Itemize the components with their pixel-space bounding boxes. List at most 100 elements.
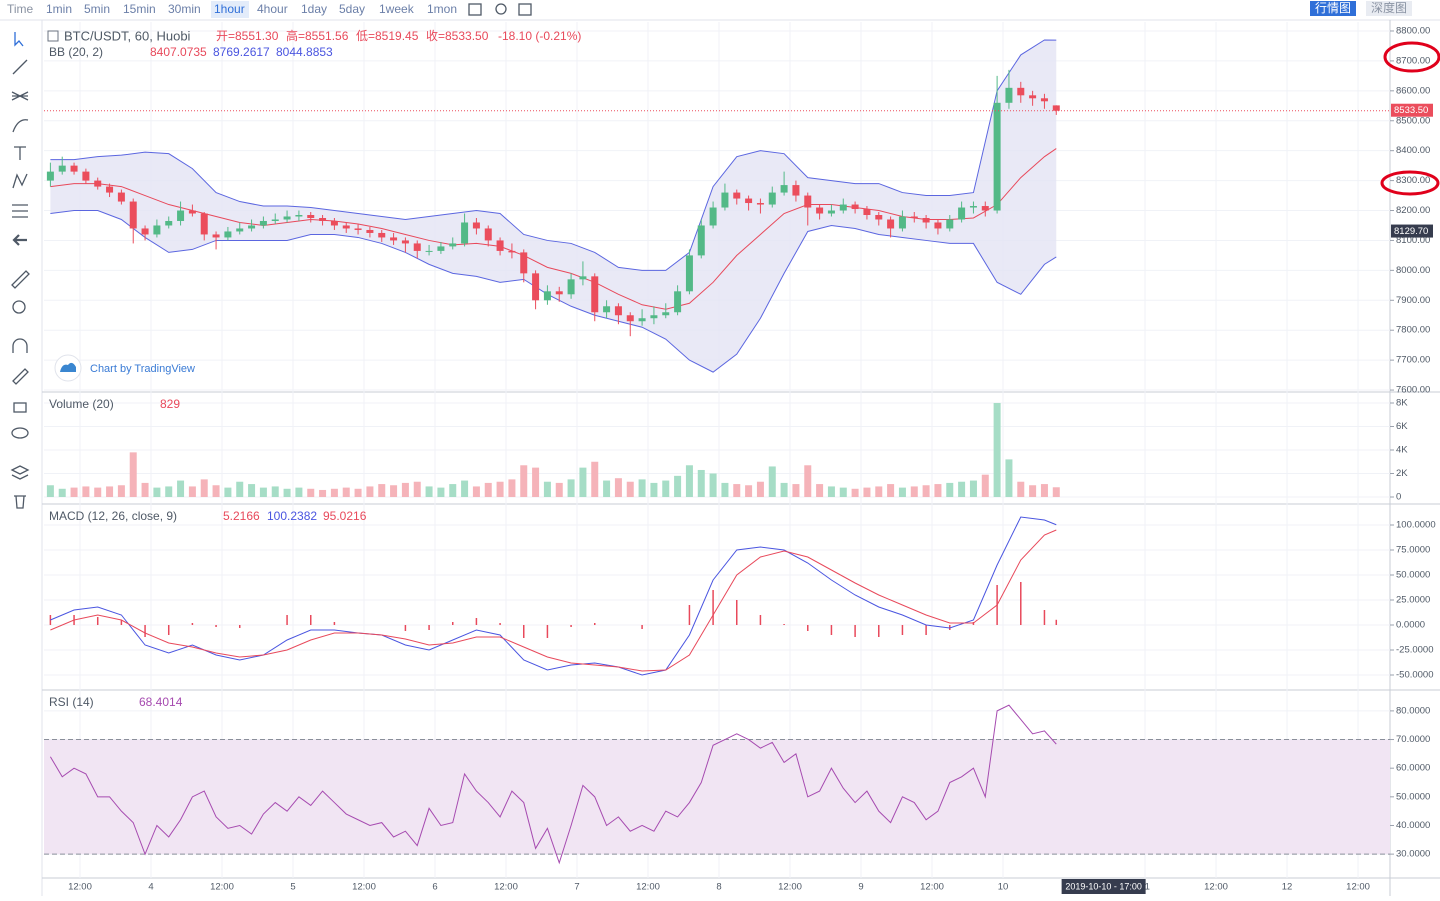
watermark[interactable]: Chart by TradingView bbox=[90, 363, 195, 375]
view-button-active[interactable] bbox=[1310, 1, 1356, 16]
volume-bar bbox=[236, 481, 244, 498]
x-tick-label: 10 bbox=[998, 882, 1009, 893]
icon[interactable] bbox=[495, 3, 507, 15]
tool-cursor[interactable] bbox=[14, 32, 24, 47]
last-price-label: 8533.50 bbox=[1394, 105, 1428, 116]
rsi-band bbox=[44, 739, 1390, 855]
toolbar-icons bbox=[468, 3, 532, 16]
interval[interactable]: 1week bbox=[379, 2, 415, 16]
bb-title: BB (20, 2) bbox=[49, 45, 103, 59]
tool-pattern[interactable] bbox=[12, 173, 28, 189]
y-tick-label: 7900.00 bbox=[1396, 295, 1430, 306]
tool-brush[interactable] bbox=[12, 119, 29, 133]
volume-bar bbox=[177, 480, 185, 498]
interval[interactable]: 5day bbox=[339, 2, 365, 16]
tool-fib[interactable] bbox=[11, 91, 29, 101]
y-tick-label: 7800.00 bbox=[1396, 325, 1430, 336]
candle-body bbox=[946, 219, 954, 229]
y-tick-label: 50.0000 bbox=[1396, 791, 1430, 802]
interval[interactable]: 1min bbox=[46, 2, 72, 16]
icon[interactable] bbox=[518, 3, 532, 16]
rsi-title: RSI (14) bbox=[49, 695, 94, 709]
volume-bar bbox=[129, 452, 137, 498]
volume-bar bbox=[721, 482, 729, 498]
tool-visibility[interactable] bbox=[11, 427, 29, 439]
volume-bar bbox=[425, 486, 433, 498]
x-tick-label: 12:00 bbox=[494, 882, 518, 893]
interval[interactable]: 4hour bbox=[257, 2, 288, 16]
tool-ruler[interactable] bbox=[11, 270, 30, 289]
candle-body bbox=[579, 276, 587, 280]
x-tick-label: 12:00 bbox=[636, 882, 660, 893]
volume-bar bbox=[520, 465, 528, 498]
plot-area: 12:00 4 12:00 5 12:00 6 12:00 7 12:00 8 12:00 9 12:0… bbox=[44, 22, 1436, 894]
candle-body bbox=[1040, 98, 1048, 102]
candle-body bbox=[129, 201, 137, 229]
tool-lock-draw[interactable] bbox=[12, 368, 29, 385]
tool-zoom[interactable] bbox=[12, 300, 26, 314]
interval[interactable]: 1hour bbox=[214, 2, 245, 16]
candle-body bbox=[603, 306, 611, 313]
interval[interactable]: 30min bbox=[168, 2, 201, 16]
tool-layers[interactable] bbox=[10, 465, 30, 480]
tool-prediction[interactable] bbox=[12, 204, 28, 218]
x-tick-label: 12:00 bbox=[1346, 882, 1370, 893]
tool-lock[interactable] bbox=[13, 402, 27, 413]
volume-bar bbox=[212, 485, 220, 498]
tool-magnet[interactable] bbox=[12, 338, 28, 353]
candle-body bbox=[958, 207, 966, 220]
macd-line-value: 100.2382 bbox=[267, 509, 317, 523]
y-tick-label: 70.0000 bbox=[1396, 734, 1430, 745]
volume-value: 829 bbox=[160, 397, 180, 411]
y-tick-label: 0.0000 bbox=[1396, 620, 1425, 631]
collapse-icon[interactable] bbox=[47, 30, 59, 42]
candle-body bbox=[792, 185, 800, 196]
interval[interactable]: 5min bbox=[84, 2, 110, 16]
y-tick-label: -50.0000 bbox=[1396, 670, 1434, 681]
legend-close: 收=8533.50 bbox=[426, 29, 489, 43]
interval[interactable]: 15min bbox=[123, 2, 156, 16]
tool-back[interactable] bbox=[12, 234, 27, 246]
tool-text[interactable] bbox=[14, 146, 26, 160]
y-tick-label: 4K bbox=[1396, 445, 1408, 456]
view-label[interactable]: 深度图 bbox=[1371, 0, 1407, 15]
volume-title: Volume (20) bbox=[49, 397, 114, 411]
y-tick-label: 50.0000 bbox=[1396, 570, 1430, 581]
candle-body bbox=[212, 234, 220, 238]
interval-active-bg bbox=[211, 1, 249, 18]
tool-line[interactable] bbox=[12, 59, 28, 75]
view-label[interactable]: 行情图 bbox=[1315, 1, 1351, 15]
rsi-value: 68.4014 bbox=[139, 695, 183, 709]
interval[interactable]: Time bbox=[7, 2, 34, 16]
volume-bar bbox=[82, 486, 90, 498]
volume-bar bbox=[958, 481, 966, 498]
tool-trash[interactable] bbox=[14, 495, 26, 509]
y-tick-label: 7700.00 bbox=[1396, 355, 1430, 366]
candle-body bbox=[910, 216, 918, 218]
volume-bar bbox=[804, 465, 812, 498]
y-tick-label: 40.0000 bbox=[1396, 820, 1430, 831]
volume-bar bbox=[106, 486, 114, 498]
icon[interactable] bbox=[468, 3, 482, 16]
volume-bar bbox=[555, 482, 563, 498]
volume-bar bbox=[271, 486, 279, 498]
candle-body bbox=[484, 228, 492, 241]
volume-bar bbox=[461, 480, 469, 498]
candle-body bbox=[709, 207, 717, 226]
candle-body bbox=[46, 171, 54, 181]
annotation-circle bbox=[1383, 41, 1440, 73]
volume-bar bbox=[94, 487, 102, 498]
y-tick-label: 25.0000 bbox=[1396, 595, 1430, 606]
volume-bar bbox=[780, 482, 788, 498]
interval[interactable]: 1mon bbox=[427, 2, 457, 16]
view-button[interactable] bbox=[1366, 1, 1412, 16]
y-tick-label: 60.0000 bbox=[1396, 763, 1430, 774]
macd-signal-value: 95.0216 bbox=[323, 509, 367, 523]
y-tick-label: 80.0000 bbox=[1396, 705, 1430, 716]
interval[interactable]: 1day bbox=[301, 2, 327, 16]
y-tick-label: 2K bbox=[1396, 468, 1408, 479]
candle-body bbox=[804, 195, 812, 208]
volume-bar bbox=[674, 475, 682, 498]
volume-bar bbox=[532, 467, 540, 498]
